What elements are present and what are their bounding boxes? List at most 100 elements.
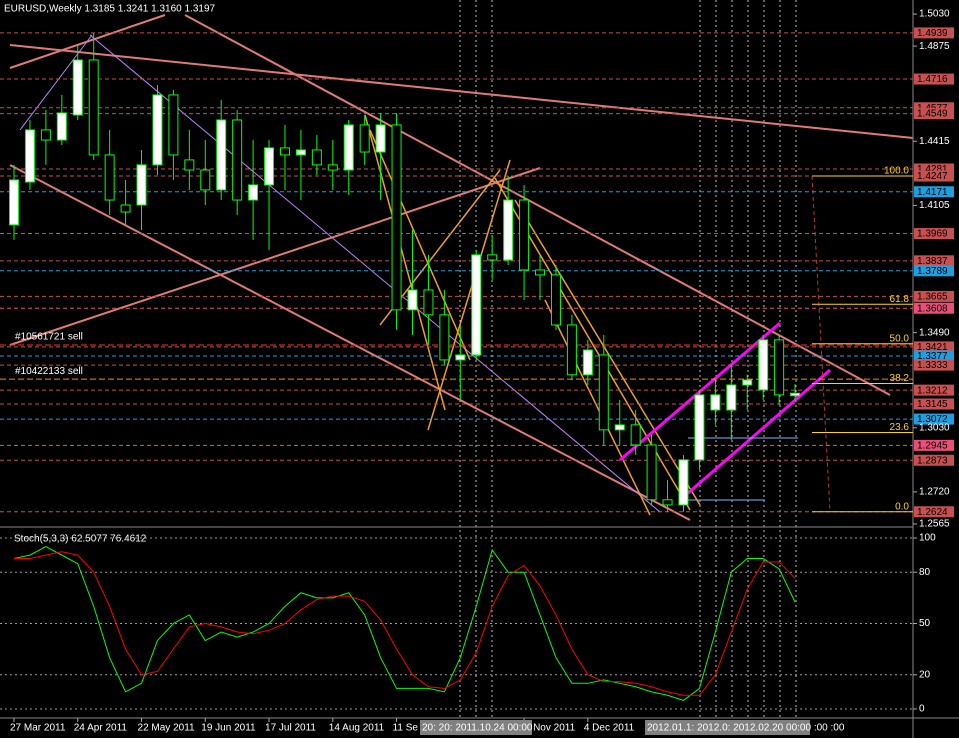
level-label: 1.3145 — [917, 399, 948, 410]
candle-body — [407, 289, 418, 311]
level-label: 1.4247 — [917, 171, 948, 182]
stoch-line — [14, 551, 796, 696]
fib-label: 61.8 — [890, 294, 910, 305]
y-tick-label: 1.4415 — [919, 136, 950, 147]
candle-body — [550, 274, 561, 326]
y-tick-label: 100 — [919, 533, 936, 544]
level-box — [914, 359, 954, 371]
fib-label: 0.0 — [895, 501, 909, 512]
indicator-title: Stoch(5,3,3) 62.5077 76.4612 — [14, 534, 147, 545]
level-label: 1.2873 — [917, 455, 948, 466]
x-tick-label: 11 Se — [393, 723, 419, 734]
candle-body — [24, 129, 35, 183]
candle-body — [343, 124, 354, 171]
chart-title: EURUSD,Weekly 1.3185 1.3241 1.3160 1.319… — [4, 4, 216, 15]
candle-body — [535, 269, 546, 276]
candle-body — [774, 339, 785, 396]
level-box — [914, 302, 954, 314]
candle-body — [678, 459, 689, 506]
candle-body — [503, 199, 514, 261]
candle-body — [566, 324, 577, 376]
x-tick-label: 27 Mar 2011 — [10, 723, 66, 734]
level-box — [914, 350, 954, 362]
candle-body — [56, 112, 67, 141]
fib-label: 100.0 — [884, 166, 909, 177]
level-box — [914, 398, 954, 410]
level-box — [914, 413, 954, 425]
level-label: 1.4549 — [917, 109, 948, 120]
level-label: 1.4281 — [917, 164, 948, 175]
candle-body — [742, 379, 753, 386]
candle-body — [423, 289, 434, 316]
level-box — [914, 186, 954, 198]
candle-body — [391, 124, 402, 311]
level-box — [914, 255, 954, 267]
level-label: 1.3837 — [917, 256, 948, 267]
y-tick-label: 20 — [919, 669, 931, 680]
candle-body — [614, 424, 625, 431]
x-tick-label: 24 Apr 2011 — [74, 723, 128, 734]
level-label: 1.3421 — [917, 342, 948, 353]
level-box — [914, 341, 954, 353]
candle-body — [248, 184, 259, 201]
candle-body — [216, 119, 227, 191]
level-box — [914, 102, 954, 114]
channel-line — [679, 368, 831, 502]
y-tick-label: 80 — [919, 567, 931, 578]
candle-body — [264, 147, 275, 186]
y-tick-label: 50 — [919, 618, 931, 629]
level-box — [914, 454, 954, 466]
candle-body — [455, 354, 466, 361]
stoch-line — [13, 546, 796, 701]
candle-body — [40, 129, 51, 141]
candle-body — [88, 59, 99, 156]
level-label: 1.3665 — [917, 292, 948, 303]
level-box — [914, 265, 954, 277]
candle-body — [790, 392, 801, 397]
candle-body — [630, 424, 641, 446]
candle-body — [200, 169, 211, 191]
candle-body — [582, 349, 593, 376]
candle-body — [359, 124, 370, 153]
candle-body — [598, 354, 609, 431]
level-label: 1.3212 — [917, 385, 948, 396]
fib-label: 38.2 — [890, 373, 910, 384]
trend-line — [9, 164, 691, 521]
candle-body — [232, 119, 243, 201]
level-label: 1.3377 — [917, 351, 948, 362]
y-tick-label: 1.4105 — [919, 200, 950, 211]
candle-body — [295, 149, 306, 156]
trend-line — [544, 299, 651, 516]
candle-body — [120, 204, 131, 213]
y-tick-label: 1.2565 — [919, 519, 950, 530]
level-box — [914, 108, 954, 120]
level-label: 1.3072 — [917, 414, 948, 425]
x-tick-label: 4 Dec 2011 — [584, 723, 635, 734]
crosshair-label: 20: 20: 2011.10.24 00:00 — [422, 723, 533, 734]
candle-body — [104, 154, 115, 201]
level-label: 1.4171 — [917, 187, 948, 198]
y-tick-label: 1.4875 — [919, 41, 950, 52]
candle-body — [726, 384, 737, 411]
level-label: 1.3969 — [917, 229, 948, 240]
y-tick-label: 1.5030 — [919, 9, 950, 20]
level-label: 1.2945 — [917, 441, 948, 452]
level-box — [914, 228, 954, 240]
candle-body — [439, 314, 450, 361]
level-label: 1.4939 — [917, 28, 948, 39]
trend-line — [427, 159, 511, 431]
level-box — [914, 27, 954, 39]
level-label: 1.2624 — [917, 507, 948, 518]
trend-line — [9, 167, 541, 346]
trend-line — [9, 44, 914, 139]
level-box — [914, 439, 954, 451]
candle-body — [72, 59, 83, 116]
level-box — [914, 163, 954, 175]
candle-body — [375, 124, 386, 153]
trend-line — [19, 34, 93, 131]
y-tick-label: 1.2720 — [919, 487, 950, 498]
fib-label: 50.0 — [890, 333, 910, 344]
